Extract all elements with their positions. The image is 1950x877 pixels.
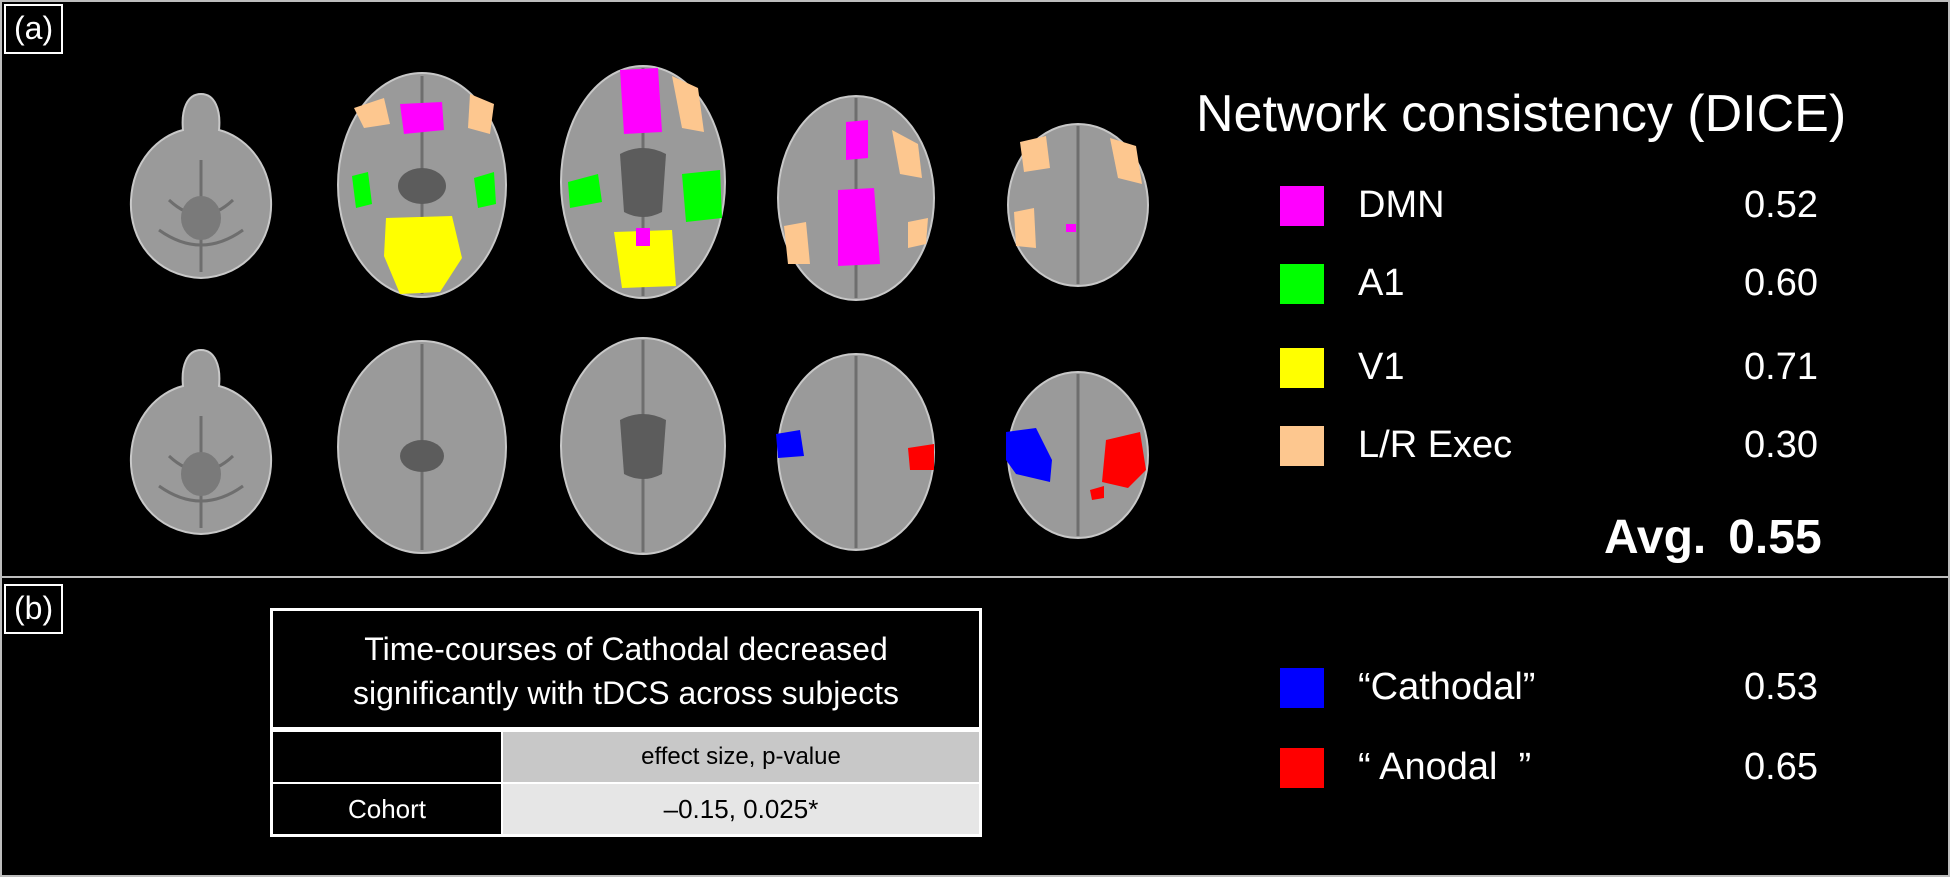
legend-item-v1: V1 0.71 — [1280, 344, 1840, 390]
legend-value: 0.52 — [1744, 184, 1818, 226]
legend-title: Network consistency (DICE) — [1196, 85, 1847, 143]
legend-label: V1 — [1358, 346, 1405, 388]
legend-value: 0.71 — [1744, 346, 1818, 388]
legend-label: “ Anodal ” — [1358, 746, 1532, 788]
table-row-label: Cohort — [273, 784, 503, 834]
legend-swatch-a1 — [1280, 264, 1324, 304]
table-header-row: effect size, p-value — [273, 730, 979, 782]
table-header-cell — [273, 732, 503, 782]
brain-slice-icon — [776, 352, 936, 552]
caption-line: significantly with tDCS across subjects — [353, 675, 899, 711]
legend-value: 0.65 — [1744, 746, 1818, 788]
legend-swatch-anodal — [1280, 748, 1324, 788]
brain-slice-icon — [119, 90, 283, 282]
stats-table-caption: Time-courses of Cathodal decreased signi… — [273, 611, 979, 730]
legend-item-dmn: DMN 0.52 — [1280, 182, 1840, 228]
legend-swatch-dmn — [1280, 186, 1324, 226]
average-dice: Avg. 0.55 — [1604, 510, 1822, 565]
panel-a: (a) — [0, 0, 1950, 578]
legend-label: L/R Exec — [1358, 424, 1513, 466]
legend-label: “Cathodal” — [1358, 666, 1536, 708]
brain-slice-icon — [119, 346, 283, 538]
legend-value: 0.30 — [1744, 424, 1818, 466]
legend-label: DMN — [1358, 184, 1445, 226]
legend-swatch-cathodal — [1280, 668, 1324, 708]
average-value: 0.55 — [1728, 511, 1822, 564]
brain-slice-icon — [334, 68, 510, 302]
brain-slice-icon — [558, 62, 728, 302]
legend-swatch-v1 — [1280, 348, 1324, 388]
panel-a-tag: (a) — [4, 4, 64, 54]
panel-b-tag: (b) — [4, 584, 64, 634]
legend-swatch-lr-exec — [1280, 426, 1324, 466]
brain-slice-icon — [334, 336, 510, 558]
panel-b: (b) Time-courses of Cathodal decreased s… — [0, 578, 1950, 877]
caption-line: Time-courses of Cathodal decreased — [364, 631, 888, 667]
stats-table: Time-courses of Cathodal decreased signi… — [270, 608, 982, 837]
table-cell: –0.15, 0.025* — [503, 784, 979, 834]
brain-slice-icon — [558, 334, 728, 558]
legend-item-cathodal: “Cathodal” 0.53 — [1280, 664, 1840, 710]
table-row: Cohort –0.15, 0.025* — [273, 782, 979, 834]
legend-label: A1 — [1358, 262, 1405, 304]
legend-value: 0.53 — [1744, 666, 1818, 708]
brain-slice-icon — [1006, 370, 1150, 540]
legend-item-lr-exec: L/R Exec 0.30 — [1280, 422, 1840, 468]
legend-item-anodal: “ Anodal ” 0.65 — [1280, 744, 1840, 790]
legend-item-a1: A1 0.60 — [1280, 260, 1840, 306]
average-label: Avg. — [1604, 511, 1707, 564]
legend-value: 0.60 — [1744, 262, 1818, 304]
table-header-cell: effect size, p-value — [503, 732, 979, 782]
brain-slice-icon — [776, 94, 936, 302]
brain-slice-icon — [1006, 122, 1150, 288]
